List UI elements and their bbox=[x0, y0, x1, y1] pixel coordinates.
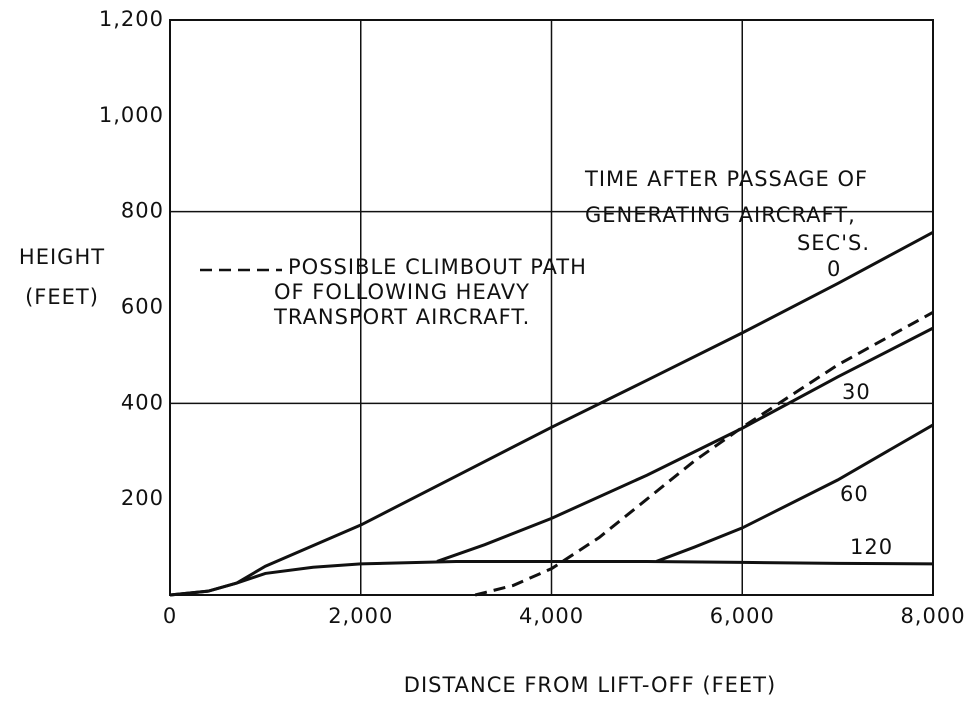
x-tick-label: 6,000 bbox=[710, 604, 775, 628]
series-label: 30 bbox=[842, 380, 871, 404]
x-tick-label: 0 bbox=[163, 604, 177, 628]
series-label: 120 bbox=[850, 535, 893, 559]
series-label: 60 bbox=[840, 482, 869, 506]
annotation: SEC'S. bbox=[797, 231, 870, 255]
x-axis-label: DISTANCE FROM LIFT-OFF (FEET) bbox=[404, 673, 776, 697]
y-axis-label: HEIGHT bbox=[19, 245, 105, 269]
y-tick-label: 400 bbox=[121, 390, 164, 414]
x-tick-label: 4,000 bbox=[519, 604, 584, 628]
series-label: 0 bbox=[827, 257, 841, 281]
x-tick-label: 8,000 bbox=[900, 604, 965, 628]
legend-text: POSSIBLE CLIMBOUT PATH OF FOLLOWING HEAV… bbox=[274, 255, 587, 329]
y-tick-label: 1,000 bbox=[99, 103, 164, 127]
line-series bbox=[474, 310, 934, 597]
legend: POSSIBLE CLIMBOUT PATH OF FOLLOWING HEAV… bbox=[274, 255, 587, 329]
line-series bbox=[655, 423, 934, 563]
y-tick-label: 200 bbox=[121, 486, 164, 510]
annotation: TIME AFTER PASSAGE OF bbox=[584, 167, 868, 191]
line-series bbox=[169, 559, 934, 597]
line-series bbox=[436, 326, 934, 563]
y-tick-label: 800 bbox=[121, 199, 164, 223]
y-axis-label: (FEET) bbox=[25, 285, 99, 309]
y-tick-label: 1,200 bbox=[99, 7, 164, 31]
annotation: GENERATING AIRCRAFT, bbox=[585, 203, 856, 227]
y-tick-label: 600 bbox=[121, 295, 164, 319]
x-tick-label: 2,000 bbox=[328, 604, 393, 628]
